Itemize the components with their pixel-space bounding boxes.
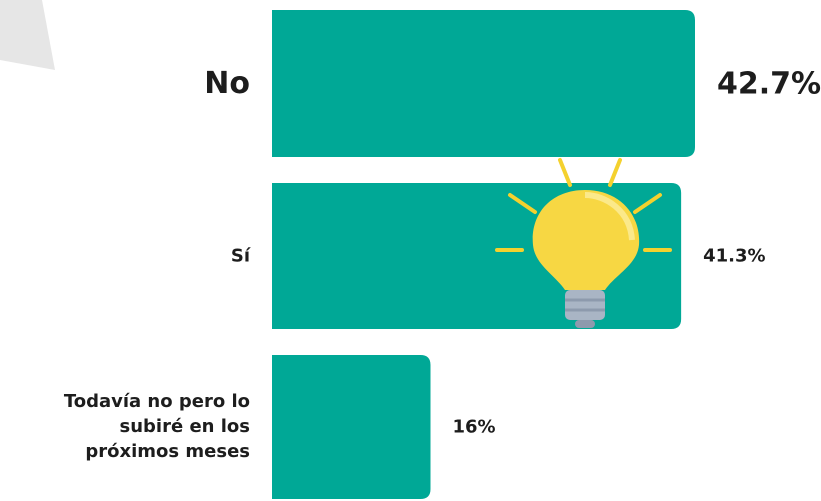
- value-label: 42.7%: [717, 66, 821, 101]
- value-label: 16%: [452, 416, 496, 438]
- bar: [272, 355, 431, 499]
- category-label: Todavía no pero lo subiré en los próximo…: [63, 391, 250, 463]
- value-label: 41.3%: [703, 245, 766, 267]
- bar: [272, 10, 695, 157]
- lightbulb: [495, 158, 672, 328]
- decor-shape: [0, 0, 55, 70]
- category-label: No: [204, 65, 250, 101]
- category-label: Sí: [230, 245, 250, 267]
